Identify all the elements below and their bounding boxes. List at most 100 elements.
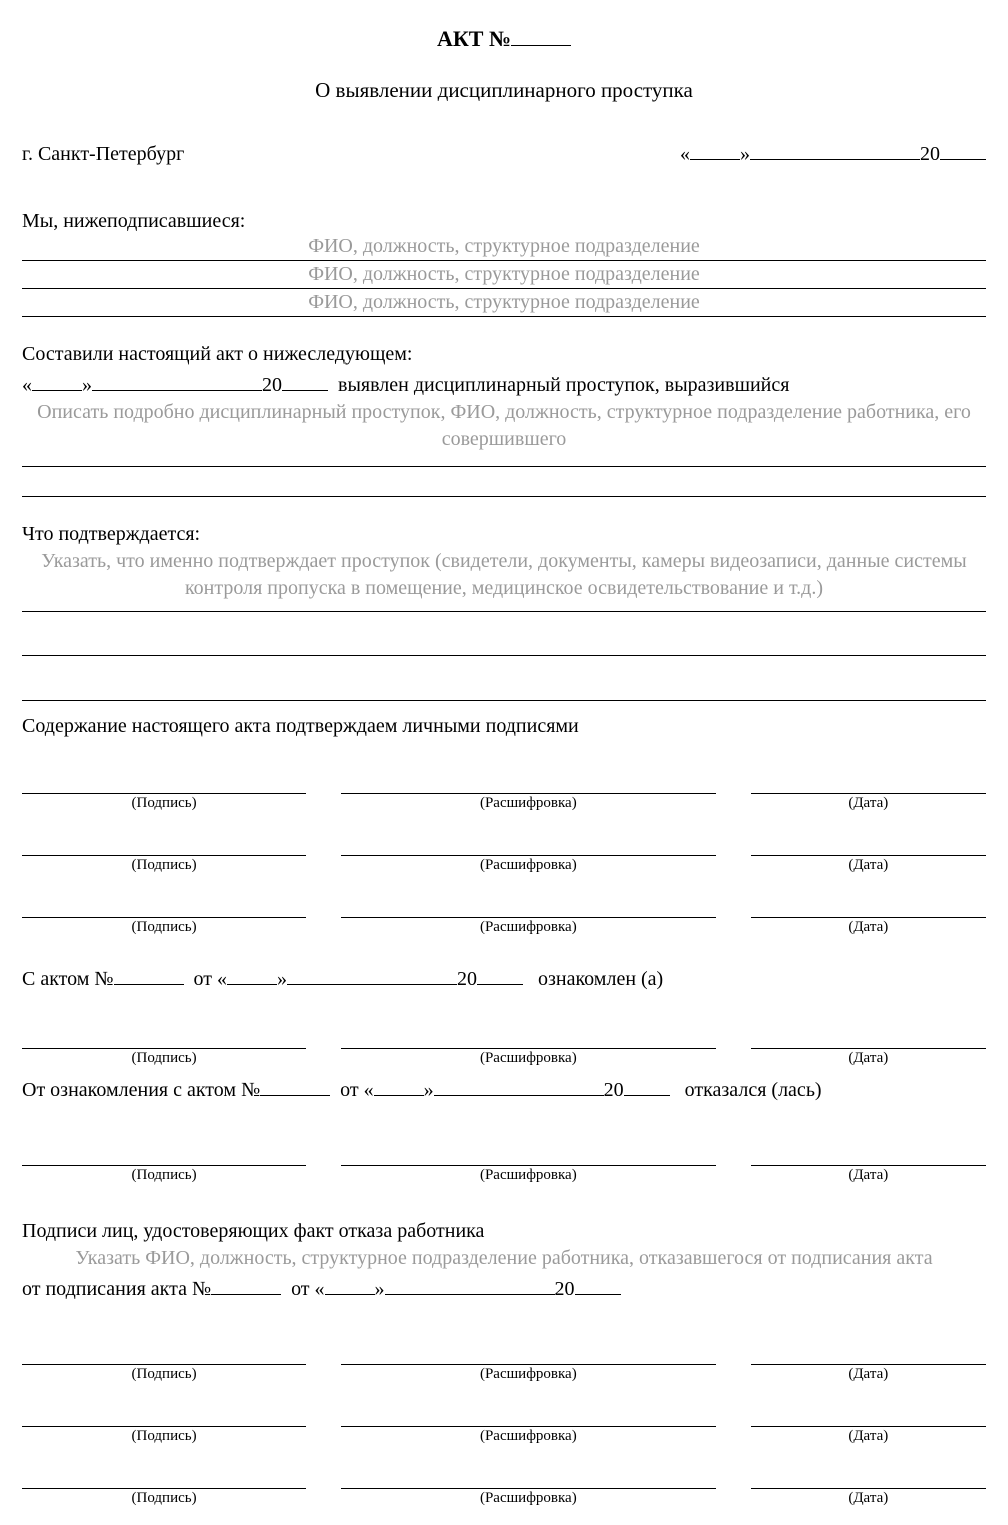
confirmation-line-1[interactable] xyxy=(22,602,986,612)
ack-prefix: С актом № xyxy=(22,968,114,990)
refusal-month-field[interactable] xyxy=(434,1075,604,1096)
signer-placeholder-2: ФИО, должность, структурное подразделени… xyxy=(308,263,700,286)
ack-suffix: ознакомлен (а) xyxy=(538,968,663,990)
sig2-decryption-field[interactable] xyxy=(341,812,716,856)
sig1-date-field[interactable] xyxy=(751,750,986,794)
date-year-field[interactable] xyxy=(940,139,986,160)
sig-label-decryption: (Расшифровка) xyxy=(341,918,716,936)
ack-day-field[interactable] xyxy=(227,964,277,985)
ack-open-quote: « xyxy=(217,968,227,990)
witnesses-open-quote: « xyxy=(315,1278,325,1300)
ack-year-field[interactable] xyxy=(477,964,523,985)
ack-year-prefix: 20 xyxy=(457,968,477,990)
sig2-signature-field[interactable] xyxy=(22,812,306,856)
violation-suffix: выявлен дисциплинарный проступок, вырази… xyxy=(338,374,789,396)
ack-number-field[interactable] xyxy=(114,964,184,985)
separator-line xyxy=(22,700,986,701)
location: г. Санкт-Петербург xyxy=(22,143,184,166)
wsig3-date-field[interactable] xyxy=(751,1445,986,1489)
sig3-date-field[interactable] xyxy=(751,874,986,918)
refusal-from: от xyxy=(340,1079,358,1101)
refusal-open-quote: « xyxy=(364,1079,374,1101)
sig-label-signature: (Подпись) xyxy=(22,1049,306,1067)
wsig2-date-field[interactable] xyxy=(751,1383,986,1427)
sig-label-decryption: (Расшифровка) xyxy=(341,1365,716,1383)
witnesses-line-prefix: от подписания акта № xyxy=(22,1278,211,1300)
sig-label-decryption: (Расшифровка) xyxy=(341,794,716,812)
witnesses-signature-table: (Подпись) (Расшифровка) (Дата) (Подпись) (Р… xyxy=(22,1309,986,1507)
refusal-decryption-field[interactable] xyxy=(341,1110,716,1166)
sig-label-decryption: (Расшифровка) xyxy=(341,1489,716,1507)
refusal-signature-field[interactable] xyxy=(22,1110,306,1166)
wsig2-signature-field[interactable] xyxy=(22,1383,306,1427)
violation-line-1[interactable] xyxy=(22,453,986,467)
date-month-field[interactable] xyxy=(750,139,920,160)
wsig3-signature-field[interactable] xyxy=(22,1445,306,1489)
wsig1-signature-field[interactable] xyxy=(22,1309,306,1365)
signature-table-1: (Подпись)(Расшифровка)(Дата) (Подпись)(Р… xyxy=(22,750,986,936)
sig2-date-field[interactable] xyxy=(751,812,986,856)
violation-day-field[interactable] xyxy=(32,370,82,391)
sig-label-signature: (Подпись) xyxy=(22,856,306,874)
witnesses-year-prefix: 20 xyxy=(555,1278,575,1300)
ack-decryption-field[interactable] xyxy=(341,999,716,1049)
ack-close-quote: » xyxy=(277,968,287,990)
date-year-prefix: 20 xyxy=(920,143,940,165)
ack-date-field[interactable] xyxy=(751,999,986,1049)
witnesses-header: Подписи лиц, удостоверяющих факт отказа … xyxy=(22,1220,986,1243)
refusal-prefix: От ознакомления с актом № xyxy=(22,1079,260,1101)
act-label: АКТ № xyxy=(437,26,511,51)
ack-month-field[interactable] xyxy=(287,964,457,985)
witnesses-month-field[interactable] xyxy=(385,1274,555,1295)
ack-from: от xyxy=(194,968,212,990)
refusal-close-quote: » xyxy=(424,1079,434,1101)
sig-label-signature: (Подпись) xyxy=(22,794,306,812)
witnesses-number-field[interactable] xyxy=(211,1274,281,1295)
sig-label-signature: (Подпись) xyxy=(22,1365,306,1383)
location-date-row: г. Санкт-Петербург «»20 xyxy=(22,139,986,166)
witnesses-day-field[interactable] xyxy=(325,1274,375,1295)
refusal-date-field[interactable] xyxy=(751,1110,986,1166)
refusal-year-field[interactable] xyxy=(624,1075,670,1096)
violation-month-field[interactable] xyxy=(92,370,262,391)
refusal-suffix: отказался (лась) xyxy=(685,1079,822,1101)
signer-placeholder-1: ФИО, должность, структурное подразделени… xyxy=(308,235,700,258)
wsig1-decryption-field[interactable] xyxy=(341,1309,716,1365)
sig-label-decryption: (Расшифровка) xyxy=(341,1427,716,1445)
violation-placeholder: Описать подробно дисциплинарный проступо… xyxy=(22,399,986,453)
signer-line-3[interactable]: ФИО, должность, структурное подразделени… xyxy=(22,289,986,317)
witnesses-year-field[interactable] xyxy=(575,1274,621,1295)
violation-line-2[interactable] xyxy=(22,467,986,497)
sig-label-signature: (Подпись) xyxy=(22,1427,306,1445)
ack-signature-field[interactable] xyxy=(22,999,306,1049)
wsig2-decryption-field[interactable] xyxy=(341,1383,716,1427)
refusal-number-field[interactable] xyxy=(260,1075,330,1096)
act-subtitle: О выявлении дисциплинарного проступка xyxy=(22,78,986,103)
sig-label-date: (Дата) xyxy=(751,1049,986,1067)
violation-year-field[interactable] xyxy=(282,370,328,391)
act-number-field[interactable] xyxy=(511,22,571,46)
signers-intro: Мы, нижеподписавшиеся: xyxy=(22,210,986,233)
signer-placeholder-3: ФИО, должность, структурное подразделени… xyxy=(308,291,700,314)
witnesses-close-quote: » xyxy=(375,1278,385,1300)
signer-line-2[interactable]: ФИО, должность, структурное подразделени… xyxy=(22,261,986,289)
sig-label-decryption: (Расшифровка) xyxy=(341,856,716,874)
signatures-header: Содержание настоящего акта подтверждаем … xyxy=(22,715,986,738)
signer-line-1[interactable]: ФИО, должность, структурное подразделени… xyxy=(22,233,986,261)
refusal-line: От ознакомления с актом № от «»20 отказа… xyxy=(22,1075,986,1102)
sig-label-date: (Дата) xyxy=(751,1427,986,1445)
confirmation-line-2[interactable] xyxy=(22,612,986,656)
refusal-day-field[interactable] xyxy=(374,1075,424,1096)
act-title: АКТ № xyxy=(22,22,986,52)
sig3-signature-field[interactable] xyxy=(22,874,306,918)
wsig3-decryption-field[interactable] xyxy=(341,1445,716,1489)
sig1-signature-field[interactable] xyxy=(22,750,306,794)
refusal-signature-table: (Подпись)(Расшифровка)(Дата) xyxy=(22,1110,986,1184)
date-close-quote: » xyxy=(740,143,750,165)
confirmation-header: Что подтверждается: xyxy=(22,523,986,546)
sig1-decryption-field[interactable] xyxy=(341,750,716,794)
sig-label-decryption: (Расшифровка) xyxy=(341,1166,716,1184)
wsig1-date-field[interactable] xyxy=(751,1309,986,1365)
sig3-decryption-field[interactable] xyxy=(341,874,716,918)
date-day-field[interactable] xyxy=(690,139,740,160)
